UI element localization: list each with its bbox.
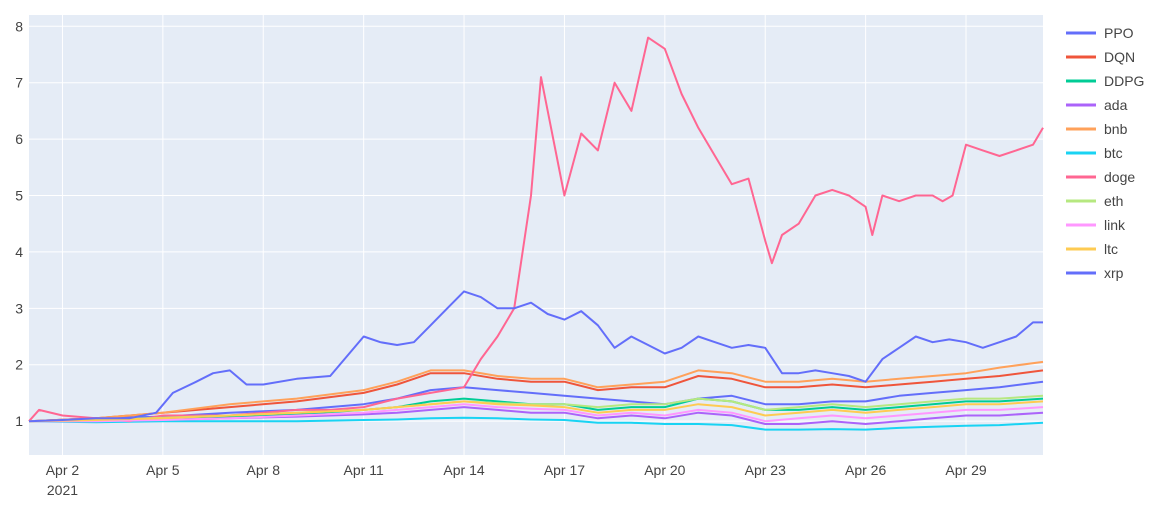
legend-label: btc [1104,145,1123,161]
y-tick-label: 4 [15,244,23,260]
series-line-dqn [28,369,1044,423]
x-tick-label: Apr 8 [247,462,281,478]
series-line-doge [28,36,1044,423]
y-tick-label: 6 [15,131,23,147]
x-tick-label: Apr 17 [544,462,585,478]
legend-label: xrp [1104,265,1124,281]
x-tick-label: Apr 2 [46,462,80,478]
x-tick-label: Apr 14 [443,462,484,478]
legend-label: DDPG [1104,73,1144,89]
legend-item-ltc[interactable]: ltc [1066,241,1118,257]
legend-item-link[interactable]: link [1066,217,1126,233]
legend-label: link [1104,217,1126,233]
legend-item-dqn[interactable]: DQN [1066,49,1135,65]
legend-item-doge[interactable]: doge [1066,169,1135,185]
legend-label: eth [1104,193,1123,209]
x-tick-label: Apr 11 [344,462,384,478]
y-tick-label: 2 [15,357,23,373]
legend-label: DQN [1104,49,1135,65]
y-tick-label: 1 [15,413,23,429]
legend-label: ada [1104,97,1128,113]
legend-label: doge [1104,169,1135,185]
series-line-ltc [28,400,1044,423]
series-line-ddpg [28,397,1044,423]
series-lines [28,36,1044,431]
series-line-xrp [28,290,1043,423]
legend-item-ppo[interactable]: PPO [1066,25,1134,41]
legend[interactable]: PPO DQN DDPG ada bnb btc doge eth link ltc xrp [1066,25,1144,281]
series-line-link [29,403,1044,423]
legend-label: bnb [1104,121,1128,137]
y-axis: 1 2 3 4 5 6 7 8 [15,18,23,429]
legend-item-ada[interactable]: ada [1066,97,1128,113]
x-tick-label: Apr 29 [945,462,986,478]
legend-item-ddpg[interactable]: DDPG [1066,73,1144,89]
y-tick-label: 7 [15,75,23,91]
series-line-btc [28,416,1044,431]
legend-item-btc[interactable]: btc [1066,145,1123,161]
y-tick-label: 3 [15,300,23,316]
x-tick-label: Apr 26 [845,462,886,478]
y-tick-label: 8 [15,18,23,34]
x-axis-year-label: 2021 [47,482,78,498]
x-axis: 2021 Apr 2 Apr 5 Apr 8 Apr 11 Apr 14 Apr 17 Ap… [46,462,987,498]
legend-item-eth[interactable]: eth [1066,193,1123,209]
x-tick-label: Apr 20 [644,462,685,478]
legend-item-xrp[interactable]: xrp [1066,265,1124,281]
legend-item-bnb[interactable]: bnb [1066,121,1128,137]
y-tick-label: 5 [15,188,23,204]
legend-label: ltc [1104,241,1118,257]
legend-label: PPO [1104,25,1134,41]
x-tick-label: Apr 5 [146,462,180,478]
x-tick-label: Apr 23 [745,462,786,478]
series-line-ada [29,406,1044,425]
series-line-bnb [28,360,1044,423]
